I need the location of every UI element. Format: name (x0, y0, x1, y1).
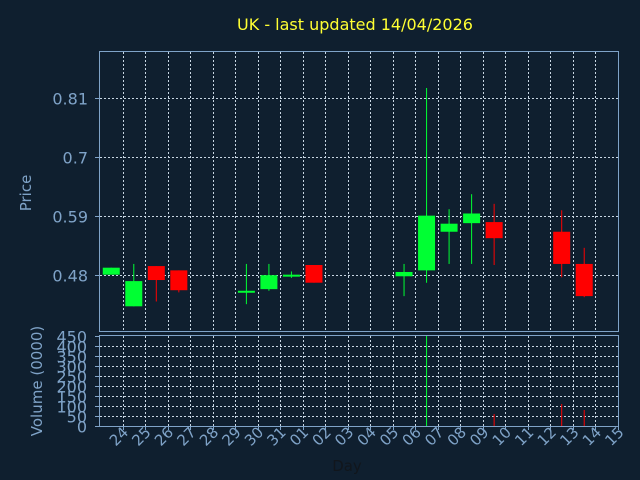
x-tick-label: 15 (601, 423, 627, 449)
volume-panel-frame (99, 335, 619, 427)
candle-body (102, 267, 120, 275)
volume-tick-label: 50 (67, 408, 87, 427)
candle-body (463, 213, 481, 224)
price-axis-label: Price (17, 175, 35, 212)
volume-tick-label: 450 (56, 328, 87, 347)
candle-body (282, 274, 300, 277)
candle-body (305, 265, 323, 283)
volume-tick-label: 400 (56, 338, 87, 357)
candle-body (147, 266, 165, 281)
candle-body (553, 231, 571, 264)
candle-body (485, 222, 503, 239)
price-tick-label: 0.59 (52, 208, 88, 227)
candle-body (395, 271, 413, 277)
volume-tick-label: 300 (56, 358, 87, 377)
candle-body (418, 215, 436, 271)
x-axis-label: Day (332, 457, 362, 475)
price-grid (100, 52, 618, 331)
volume-grid (100, 336, 618, 426)
price-tick-labels: 0.48 0.59 0.7 0.81 (52, 90, 100, 286)
volume-tick-label: 150 (56, 388, 87, 407)
volume-tick-label: 350 (56, 348, 87, 367)
volume-tick-label: 0 (77, 418, 87, 437)
candle-body (440, 223, 458, 232)
chart-title: UK - last updated 14/04/2026 (237, 15, 473, 34)
volume-tick-label: 250 (56, 368, 87, 387)
volume-axis-label: Volume (0000) (28, 326, 46, 436)
price-panel-frame (99, 51, 619, 332)
volume-bars (426, 336, 585, 426)
candle-body (237, 290, 255, 293)
candle-body (125, 281, 143, 307)
candle-body (170, 270, 188, 291)
x-tick-labels: 2425262728293031010203040506070809101112… (106, 423, 628, 449)
volume-tick-label: 200 (56, 378, 87, 397)
price-tick-label: 0.7 (63, 149, 88, 168)
candle-body (260, 275, 278, 290)
price-tick-label: 0.81 (52, 90, 88, 109)
candle-body (575, 263, 593, 297)
volume-tick-label: 100 (56, 398, 87, 417)
price-tick-label: 0.48 (52, 267, 88, 286)
candles (102, 87, 593, 307)
